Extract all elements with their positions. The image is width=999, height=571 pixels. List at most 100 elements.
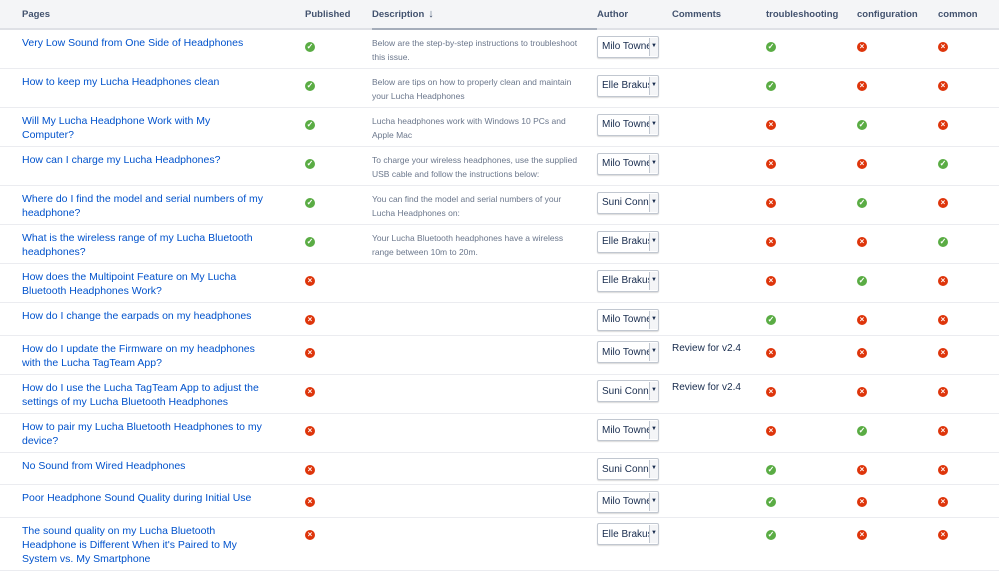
- cross-circle-icon: ×: [766, 276, 776, 286]
- author-select[interactable]: Milo Towne ▼: [597, 490, 659, 513]
- dropdown-arrow-icon[interactable]: ▼: [649, 154, 658, 173]
- cross-circle-icon: ×: [857, 81, 867, 91]
- page-link[interactable]: How does the Multipoint Feature on My Lu…: [22, 271, 237, 297]
- author-select-value: Milo Towne: [602, 119, 649, 130]
- author-select[interactable]: Milo Towne ▼: [597, 308, 659, 331]
- author-select-value: Suni Conn: [602, 463, 649, 475]
- author-select[interactable]: Milo Towne ▼: [597, 152, 659, 175]
- column-header-configuration[interactable]: configuration: [857, 0, 938, 30]
- author-select[interactable]: Elle Brakus ▼: [597, 523, 659, 545]
- comments-cell: [672, 107, 766, 147]
- page-link[interactable]: How do I update the Firmware on my headp…: [22, 342, 255, 369]
- published-cell: ✓: [305, 29, 372, 69]
- page-link[interactable]: Poor Headphone Sound Quality during Init…: [22, 492, 252, 504]
- page-cell: What is the wireless range of my Lucha B…: [0, 224, 305, 264]
- cross-circle-icon: ×: [938, 464, 948, 475]
- column-header-common[interactable]: common: [938, 0, 999, 30]
- author-cell: Milo Towne ▼: [597, 413, 672, 453]
- description-cell: [372, 374, 597, 414]
- page-link[interactable]: How to pair my Lucha Bluetooth Headphone…: [22, 420, 262, 447]
- configuration-cell: ×: [857, 146, 938, 186]
- page-link[interactable]: Will My Lucha Headphone Work with My Com…: [22, 115, 211, 141]
- page-link[interactable]: How can I charge my Lucha Headphones?: [22, 154, 221, 166]
- page-link[interactable]: How to keep my Lucha Headphones clean: [22, 76, 220, 88]
- dropdown-arrow-icon[interactable]: ▼: [649, 76, 658, 95]
- page-link[interactable]: How do I change the earpads on my headph…: [22, 310, 252, 322]
- dropdown-arrow-icon[interactable]: ▼: [649, 343, 658, 361]
- common-cell: ×: [938, 374, 999, 414]
- author-select-value: Elle Brakus: [602, 275, 649, 286]
- author-select[interactable]: Suni Conn ▼: [597, 380, 659, 402]
- column-header-pages[interactable]: Pages: [0, 0, 305, 30]
- dropdown-arrow-icon[interactable]: ▼: [649, 382, 658, 400]
- page-link[interactable]: The sound quality on my Lucha Bluetooth …: [22, 524, 237, 565]
- dropdown-arrow-icon[interactable]: ▼: [649, 271, 658, 290]
- configuration-cell: ✓: [857, 107, 938, 147]
- author-select[interactable]: Suni Conn ▼: [597, 191, 659, 214]
- page-link[interactable]: Very Low Sound from One Side of Headphon…: [22, 37, 244, 49]
- published-cell: ×: [305, 452, 372, 485]
- column-header-troubleshooting[interactable]: troubleshooting: [766, 0, 857, 30]
- cross-circle-icon: ×: [857, 42, 867, 52]
- comments-cell: [672, 185, 766, 225]
- cross-circle-icon: ×: [938, 347, 948, 358]
- column-header-published[interactable]: Published: [305, 0, 372, 30]
- table-row: How can I charge my Lucha Headphones? ✓ To…: [0, 146, 999, 186]
- comment-text: Review for v2.4: [672, 381, 741, 393]
- author-select[interactable]: Elle Brakus ▼: [597, 230, 659, 253]
- author-select[interactable]: Milo Towne ▼: [597, 419, 659, 441]
- dropdown-arrow-icon[interactable]: ▼: [649, 232, 658, 251]
- table-row: Very Low Sound from One Side of Headphon…: [0, 29, 999, 69]
- page-cell: Will My Lucha Headphone Work with My Com…: [0, 107, 305, 147]
- author-select[interactable]: Elle Brakus ▼: [597, 74, 659, 97]
- column-header-description[interactable]: Description ↓: [372, 0, 597, 30]
- page-link[interactable]: Where do I find the model and serial num…: [22, 193, 264, 219]
- comments-cell: [672, 263, 766, 303]
- dropdown-arrow-icon[interactable]: ▼: [649, 525, 658, 543]
- dropdown-arrow-icon[interactable]: ▼: [649, 492, 658, 511]
- comments-cell: Review for v2.4: [672, 374, 766, 414]
- column-header-author[interactable]: Author: [597, 0, 672, 30]
- cross-circle-icon: ×: [305, 315, 315, 325]
- author-select[interactable]: Milo Towne ▼: [597, 341, 659, 363]
- page-cell: The sound quality on my Lucha Bluetooth …: [0, 517, 305, 571]
- configuration-cell: ×: [857, 29, 938, 69]
- column-header-comments[interactable]: Comments: [672, 0, 766, 30]
- dropdown-arrow-icon[interactable]: ▼: [649, 37, 658, 56]
- page-link[interactable]: No Sound from Wired Headphones: [22, 459, 186, 472]
- author-select-value: Suni Conn: [602, 385, 649, 397]
- cross-circle-icon: ×: [857, 464, 867, 475]
- comments-cell: [672, 452, 766, 485]
- dropdown-arrow-icon[interactable]: ▼: [649, 193, 658, 212]
- cross-circle-icon: ×: [766, 425, 776, 436]
- common-cell: ×: [938, 29, 999, 69]
- description-text: Below are the step-by-step instructions …: [372, 38, 578, 62]
- dropdown-arrow-icon[interactable]: ▼: [649, 310, 658, 329]
- description-cell: [372, 484, 597, 518]
- page-link[interactable]: How do I use the Lucha TagTeam App to ad…: [22, 381, 259, 408]
- author-select-value: Elle Brakus: [602, 236, 649, 247]
- dropdown-arrow-icon[interactable]: ▼: [649, 421, 658, 439]
- cross-circle-icon: ×: [857, 237, 867, 247]
- page-link[interactable]: What is the wireless range of my Lucha B…: [22, 232, 253, 258]
- dropdown-arrow-icon[interactable]: ▼: [649, 460, 658, 478]
- common-cell: ×: [938, 484, 999, 518]
- author-select[interactable]: Milo Towne ▼: [597, 35, 659, 58]
- check-circle-icon: ✓: [857, 276, 867, 286]
- author-select[interactable]: Suni Conn ▼: [597, 458, 659, 480]
- author-select[interactable]: Milo Towne ▼: [597, 113, 659, 136]
- author-cell: Suni Conn ▼: [597, 185, 672, 225]
- configuration-cell: ✓: [857, 413, 938, 453]
- sort-descending-icon[interactable]: ↓: [428, 8, 434, 20]
- author-select-value: Milo Towne: [602, 41, 649, 52]
- dropdown-arrow-icon[interactable]: ▼: [649, 115, 658, 134]
- description-cell: You can find the model and serial number…: [372, 185, 597, 225]
- author-select[interactable]: Elle Brakus ▼: [597, 269, 659, 292]
- table-row: How do I change the earpads on my headph…: [0, 302, 999, 336]
- comment-text: Review for v2.4: [672, 342, 741, 354]
- cross-circle-icon: ×: [766, 159, 776, 169]
- author-cell: Elle Brakus ▼: [597, 68, 672, 108]
- check-circle-icon: ✓: [305, 237, 315, 247]
- cross-circle-icon: ×: [305, 276, 315, 286]
- troubleshooting-cell: ✓: [766, 517, 857, 571]
